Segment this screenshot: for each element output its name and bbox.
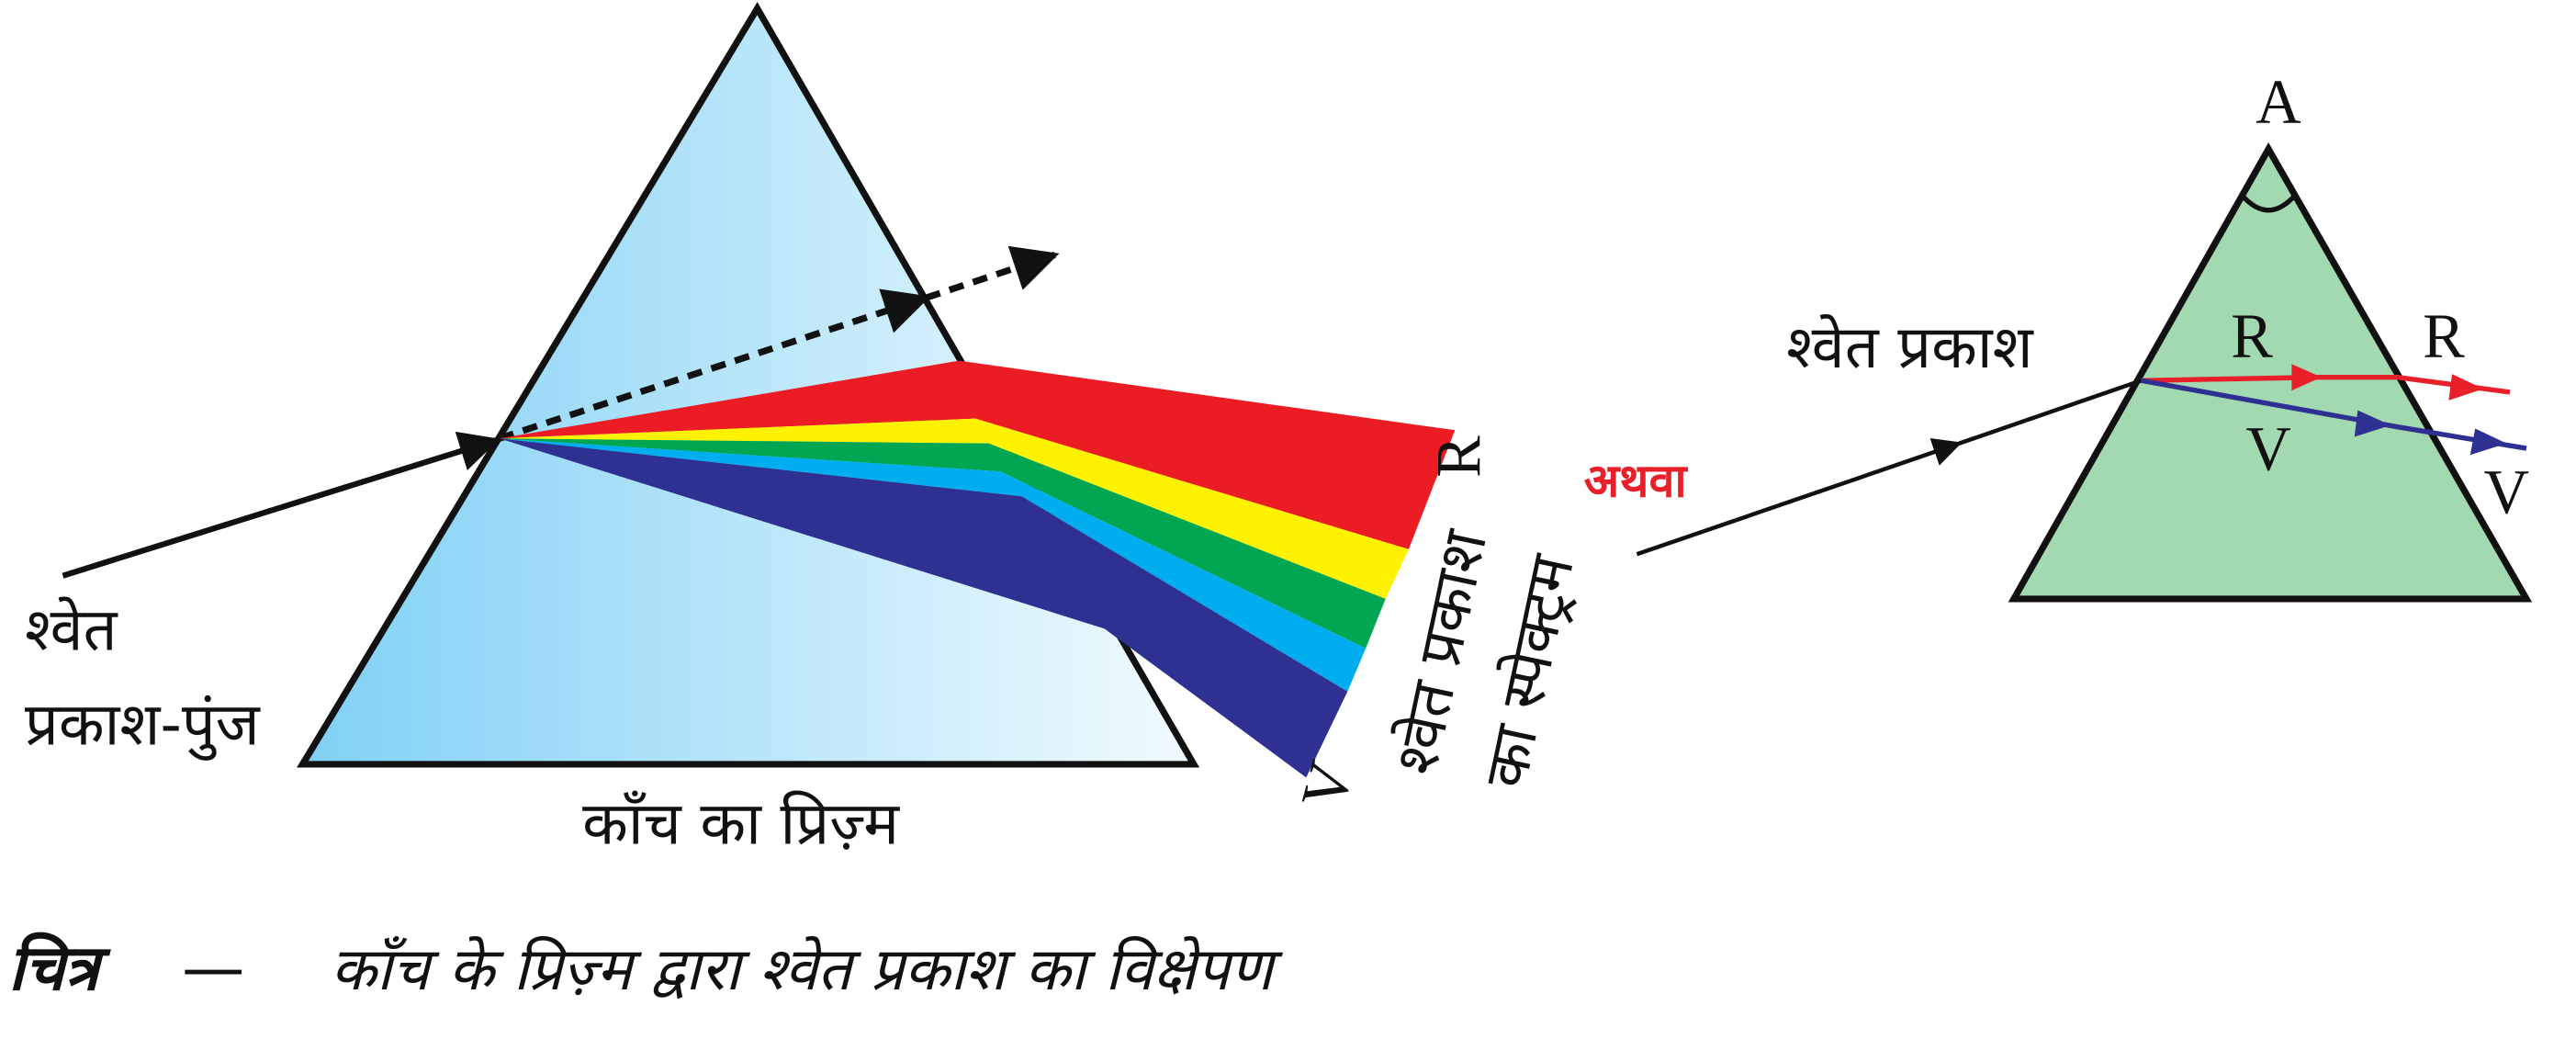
- arrowhead: [2291, 364, 2322, 391]
- incident-label: श्वेत: [25, 596, 118, 665]
- prism-label: काँच का प्रिज़्म: [582, 789, 900, 858]
- separator: अथवा: [1584, 453, 1689, 507]
- spectrum: [499, 360, 1456, 778]
- prism: [2008, 141, 2533, 603]
- arrowhead: [2469, 428, 2507, 456]
- spectrum-end-label: V: [1288, 754, 1367, 816]
- arrowhead: [2354, 410, 2391, 437]
- caption-dash: —: [182, 932, 244, 1005]
- blue-band: [499, 438, 1367, 692]
- caption-prefix: चित्र: [8, 932, 111, 1005]
- apex-angle: [2240, 193, 2297, 213]
- ray-label: R: [2231, 301, 2273, 371]
- incident-label: श्वेत प्रकाश: [1786, 313, 2034, 382]
- ray-label: R: [2423, 301, 2465, 371]
- undeviated-ray: [925, 245, 1060, 301]
- green-band: [499, 438, 1386, 649]
- yellow-band: [499, 418, 1409, 599]
- ray-label: V: [2484, 457, 2529, 526]
- incident-ray: [1636, 437, 1963, 557]
- arrowhead: [2448, 374, 2484, 401]
- red-band: [499, 360, 1456, 549]
- caption-text: काँच के प्रिज़्म द्वारा श्वेत प्रकाश का …: [331, 935, 1283, 1004]
- violet-band: [499, 438, 1348, 778]
- ray-label: V: [2245, 413, 2290, 483]
- incident-ray: [1958, 378, 2143, 446]
- red-ray: [2141, 374, 2319, 383]
- incident-label: प्रकाश-पुंज: [25, 690, 261, 761]
- undeviated-ray: [498, 288, 931, 442]
- incident-ray: [62, 431, 501, 579]
- apex-label: A: [2255, 66, 2300, 136]
- spectrum-end-label: R: [1423, 435, 1493, 478]
